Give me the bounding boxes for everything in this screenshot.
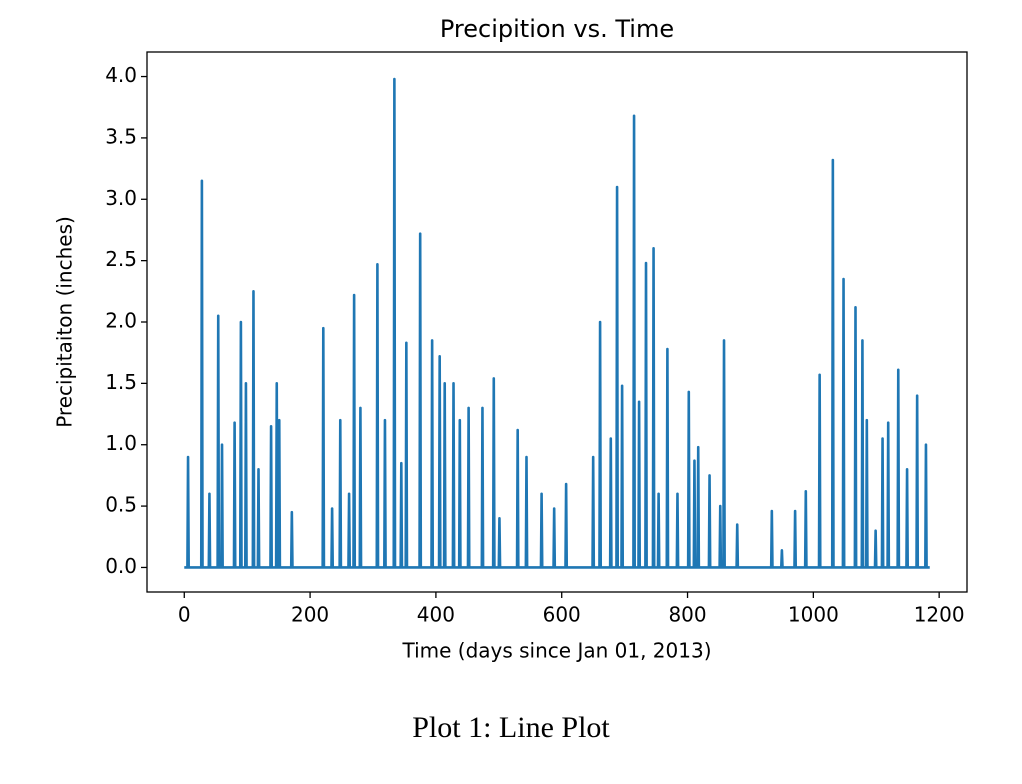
data-line — [184, 77, 930, 569]
x-tick-label: 200 — [291, 603, 329, 627]
chart-title: Precipition vs. Time — [440, 15, 674, 43]
y-axis-label: Precipitaiton (inches) — [53, 216, 77, 428]
y-tick-label: 0.5 — [105, 493, 137, 517]
x-tick-label: 1000 — [788, 603, 839, 627]
x-tick-label: 800 — [668, 603, 706, 627]
y-tick-label: 0.0 — [105, 554, 137, 578]
y-tick-label: 3.0 — [105, 186, 137, 210]
x-tick-label: 400 — [417, 603, 455, 627]
y-tick-label: 2.0 — [105, 309, 137, 333]
y-tick-label: 1.0 — [105, 431, 137, 455]
x-tick-label: 0 — [178, 603, 191, 627]
y-tick-label: 3.5 — [105, 124, 137, 148]
y-tick-label: 4.0 — [105, 63, 137, 87]
y-tick-label: 1.5 — [105, 370, 137, 394]
caption: Plot 1: Line Plot — [412, 711, 610, 744]
plot-frame — [146, 51, 968, 593]
x-axis-label: Time (days since Jan 01, 2013) — [401, 639, 711, 663]
x-tick-label: 1200 — [914, 603, 965, 627]
x-tick-label: 600 — [543, 603, 581, 627]
y-tick-label: 2.5 — [105, 247, 137, 271]
